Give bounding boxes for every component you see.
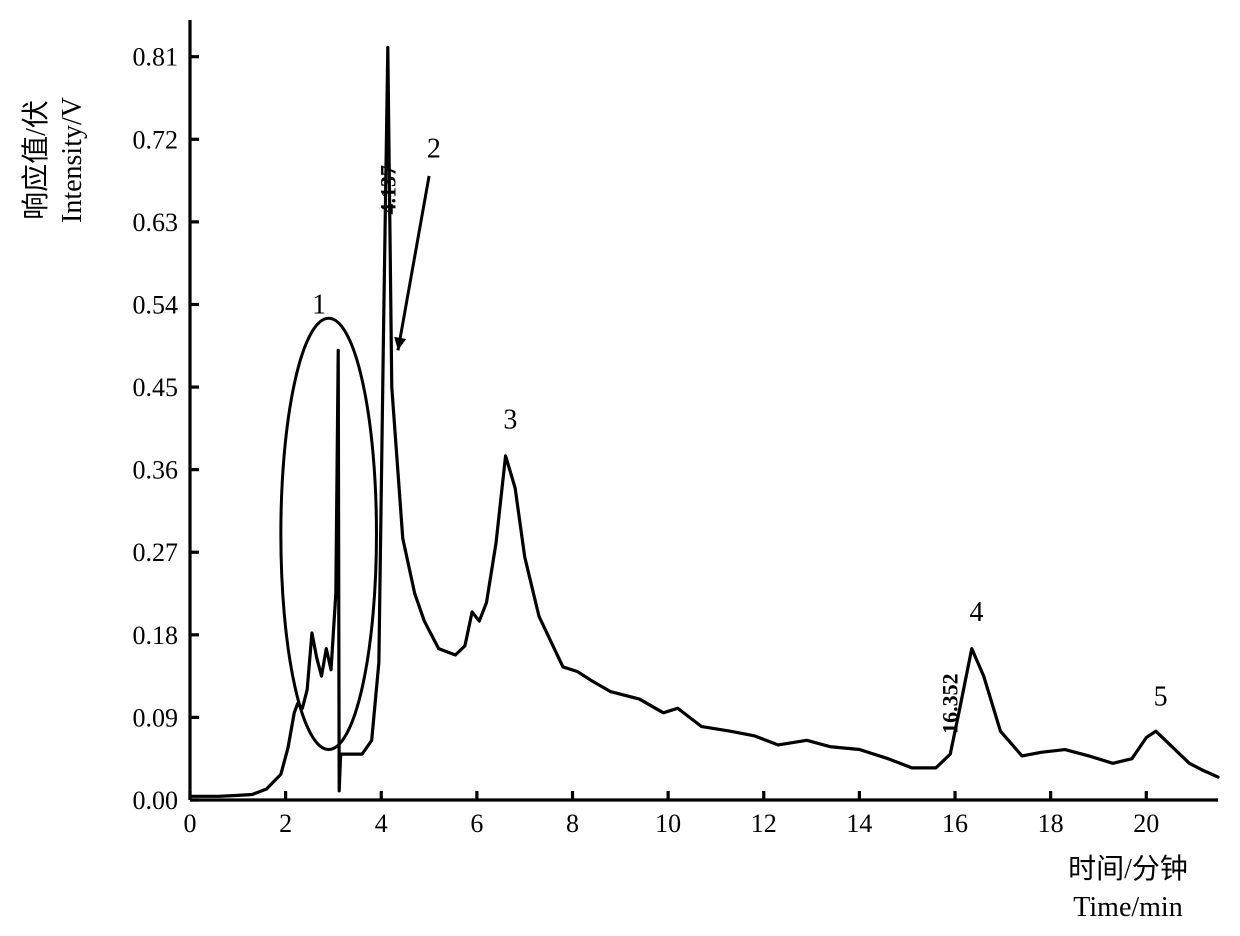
y-axis-title-en: Intensity/V bbox=[57, 97, 88, 223]
y-tick-label: 0.18 bbox=[133, 621, 179, 650]
y-tick-label: 0.09 bbox=[133, 703, 179, 732]
retention-time-label: 16.352 bbox=[937, 673, 962, 734]
y-tick-label: 0.27 bbox=[133, 538, 179, 567]
x-tick-label: 16 bbox=[942, 809, 968, 838]
retention-time-text: 4.137 bbox=[376, 165, 401, 215]
chart-bg bbox=[0, 0, 1240, 936]
y-tick-label: 0.81 bbox=[133, 43, 179, 72]
peak-number: 4 bbox=[970, 597, 984, 628]
x-tick-label: 10 bbox=[655, 809, 681, 838]
x-tick-label: 4 bbox=[375, 809, 388, 838]
x-tick-label: 14 bbox=[846, 809, 872, 838]
peak-number: 3 bbox=[503, 404, 517, 435]
y-tick-label: 0.00 bbox=[133, 786, 179, 815]
retention-time-label: 4.137 bbox=[376, 165, 401, 215]
peak-number: 5 bbox=[1154, 681, 1168, 712]
x-tick-label: 8 bbox=[566, 809, 579, 838]
x-tick-label: 20 bbox=[1133, 809, 1159, 838]
y-tick-label: 0.54 bbox=[133, 290, 179, 319]
y-tick-label: 0.72 bbox=[133, 125, 179, 154]
y-tick-label: 0.63 bbox=[133, 208, 179, 237]
y-tick-label: 0.45 bbox=[133, 373, 179, 402]
x-axis-title-cn: 时间/分钟 bbox=[1068, 853, 1188, 885]
x-tick-label: 12 bbox=[751, 809, 777, 838]
x-tick-label: 18 bbox=[1038, 809, 1064, 838]
chart-svg: 024681012141618200.000.090.180.270.360.4… bbox=[0, 0, 1240, 936]
x-tick-label: 2 bbox=[279, 809, 292, 838]
retention-time-text: 16.352 bbox=[937, 673, 962, 734]
y-tick-label: 0.36 bbox=[133, 456, 179, 485]
peak-number: 2 bbox=[427, 134, 441, 165]
chromatogram-chart: 024681012141618200.000.090.180.270.360.4… bbox=[0, 0, 1240, 936]
y-axis-title-cn: 响应值/伏 bbox=[20, 100, 52, 220]
x-tick-label: 6 bbox=[470, 809, 483, 838]
x-axis-title-en: Time/min bbox=[1073, 892, 1182, 923]
x-tick-label: 0 bbox=[184, 809, 197, 838]
peak-number: 1 bbox=[312, 290, 326, 321]
